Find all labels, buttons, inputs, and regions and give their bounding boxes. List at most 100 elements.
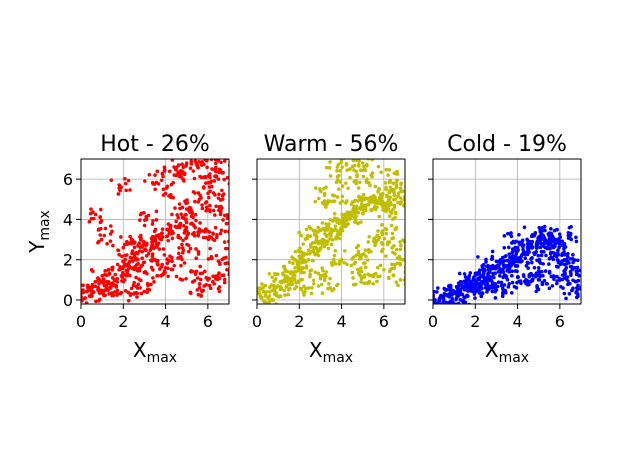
data-point [213, 159, 218, 162]
data-point [207, 230, 212, 234]
data-point [219, 228, 224, 233]
data-point [352, 168, 356, 172]
data-point [189, 269, 193, 273]
data-point [132, 245, 137, 250]
data-point [293, 249, 298, 254]
data-point [359, 269, 364, 274]
data-point [463, 275, 468, 279]
data-point [309, 268, 314, 272]
data-point [522, 274, 526, 279]
data-point [391, 181, 395, 186]
data-point [357, 253, 362, 257]
data-point [123, 253, 128, 258]
data-point [197, 282, 202, 286]
data-point [282, 288, 286, 293]
data-point [544, 253, 548, 258]
data-point [411, 183, 415, 187]
data-point [99, 237, 104, 242]
data-point [196, 249, 201, 254]
data-point [135, 295, 139, 299]
data-point [100, 291, 105, 295]
data-point [132, 291, 137, 295]
x-tick-label: 2 [470, 312, 480, 331]
data-point [555, 279, 559, 283]
data-point [351, 159, 356, 163]
x-tick-label: 6 [379, 312, 389, 331]
data-point [124, 188, 128, 193]
data-point [387, 167, 392, 172]
data-point [401, 189, 405, 194]
data-point [292, 277, 297, 282]
x-tick-label: 0 [428, 312, 438, 331]
data-point [161, 193, 166, 197]
data-point [357, 273, 362, 277]
data-point [181, 238, 185, 243]
data-point [360, 203, 365, 208]
data-point [352, 199, 357, 203]
data-point [293, 269, 297, 274]
data-point [168, 224, 172, 229]
data-point [144, 242, 149, 247]
data-point [476, 255, 480, 259]
data-point [204, 205, 209, 209]
data-point [330, 193, 335, 197]
data-point [109, 178, 114, 182]
data-point [566, 279, 570, 283]
data-point [291, 261, 295, 266]
data-point [147, 172, 152, 177]
data-point [517, 232, 521, 237]
x-tick-label: 6 [203, 312, 213, 331]
data-point [212, 179, 217, 183]
data-point [510, 254, 515, 258]
data-point [303, 237, 308, 241]
data-point [110, 229, 114, 234]
data-point [211, 231, 215, 236]
data-point [355, 159, 359, 163]
data-point [361, 211, 365, 216]
data-point [373, 184, 378, 189]
data-point [322, 244, 327, 249]
data-point [547, 231, 552, 235]
data-point [173, 206, 177, 210]
data-point [214, 253, 219, 258]
data-point [263, 294, 268, 298]
data-point [572, 265, 577, 270]
data-point [510, 273, 514, 278]
data-point [494, 264, 499, 268]
data-point [96, 299, 101, 303]
data-point [177, 225, 182, 230]
data-point [222, 256, 226, 260]
data-point [386, 275, 391, 280]
data-point [472, 276, 476, 281]
data-point [117, 252, 121, 257]
data-point [109, 224, 113, 228]
data-point [190, 280, 195, 284]
data-point [363, 248, 368, 253]
data-point [191, 169, 196, 173]
data-point [352, 211, 357, 215]
data-point [216, 177, 221, 181]
data-point [285, 269, 290, 274]
data-point [330, 228, 335, 232]
data-point [217, 276, 222, 281]
scatter-points [257, 159, 415, 304]
data-point [455, 294, 460, 299]
data-point [399, 181, 404, 186]
data-point [326, 286, 330, 291]
data-point [398, 196, 403, 200]
data-point [312, 282, 316, 286]
data-point [477, 268, 482, 272]
data-point [174, 219, 178, 224]
data-point [399, 200, 403, 204]
data-point [151, 268, 155, 272]
data-point [111, 243, 115, 248]
data-point [375, 234, 379, 238]
data-point [459, 280, 464, 285]
data-point [530, 232, 535, 237]
data-point [405, 256, 409, 260]
data-point [110, 293, 114, 298]
data-point [299, 287, 304, 292]
data-point [435, 290, 439, 294]
data-point [302, 284, 306, 289]
axes-frame [256, 158, 406, 305]
